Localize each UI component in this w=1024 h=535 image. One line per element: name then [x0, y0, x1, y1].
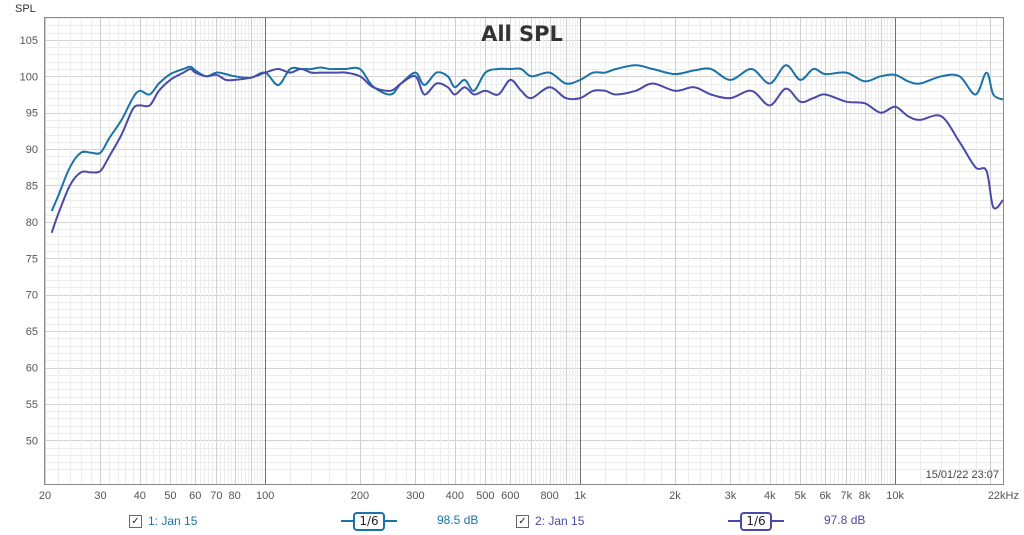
y-tick-label: 60: [26, 363, 38, 375]
series-1-level: 98.5 dB: [437, 513, 479, 527]
x-tick-label: 300: [406, 490, 424, 502]
x-tick-label: 3k: [725, 490, 737, 502]
legend-item-2[interactable]: ✓ 2: Jan 15: [516, 512, 584, 530]
series-2-smoothing-value[interactable]: 1/6: [740, 512, 772, 531]
spl-chart: 50 55 60 65 70 75 80 85 90 95 100 105 20 30 40 50 60 70 80…: [15, 3, 1019, 502]
x-tick-label: 7k: [841, 490, 853, 502]
x-tick-label: 70: [210, 490, 222, 502]
x-tick-label: 60: [189, 490, 201, 502]
x-tick-label: 80: [229, 490, 241, 502]
grid: [45, 18, 1004, 485]
chart-title: All SPL: [481, 22, 563, 46]
y-tick-label: 55: [26, 399, 38, 411]
x-tick-label: 200: [351, 490, 369, 502]
y-tick-label: 85: [26, 180, 38, 192]
x-tick-label: 2k: [669, 490, 681, 502]
y-axis-title: SPL: [15, 3, 36, 15]
x-tick-label: 5k: [795, 490, 807, 502]
series-2-level: 97.8 dB: [824, 513, 866, 527]
x-tick-label: 40: [134, 490, 146, 502]
series-2-line: [50, 68, 1004, 234]
x-tick-label: 800: [540, 490, 558, 502]
legend-item-1[interactable]: ✓ 1: Jan 15: [129, 512, 197, 530]
x-tick-label: 4k: [764, 490, 776, 502]
x-tick-label: 30: [94, 490, 106, 502]
series-2-checkbox[interactable]: ✓: [516, 514, 529, 528]
series-layer: [50, 64, 1004, 234]
x-tick-label: 22kHz: [988, 490, 1019, 502]
tick-labels: 50 55 60 65 70 75 80 85 90 95 100 105 20 30 40 50 60 70 80…: [20, 35, 1019, 502]
y-tick-label: 100: [20, 71, 38, 83]
y-tick-label: 105: [20, 35, 38, 47]
x-tick-label: 600: [501, 490, 519, 502]
x-tick-label: 500: [476, 490, 494, 502]
y-tick-label: 75: [26, 253, 38, 265]
x-tick-label: 6k: [819, 490, 831, 502]
x-tick-label: 1k: [574, 490, 586, 502]
y-tick-label: 50: [26, 435, 38, 447]
x-tick-label: 20: [39, 490, 51, 502]
timestamp: 15/01/22 23:07: [926, 469, 999, 481]
x-tick-label: 100: [256, 490, 274, 502]
x-tick-label: 10k: [886, 490, 904, 502]
y-tick-label: 70: [26, 290, 38, 302]
y-tick-label: 90: [26, 144, 38, 156]
series-1-line: [50, 64, 1004, 212]
series-1-smoothing-control[interactable]: 1/6: [341, 511, 397, 531]
series-2-label[interactable]: 2: Jan 15: [535, 514, 585, 528]
x-tick-label: 8k: [859, 490, 871, 502]
plot-frame: [44, 17, 1004, 485]
series-2-smoothing-control[interactable]: 1/6: [728, 511, 784, 531]
y-tick-label: 65: [26, 326, 38, 338]
x-tick-label: 400: [446, 490, 464, 502]
x-tick-label: 50: [164, 490, 176, 502]
series-1-smoothing-value[interactable]: 1/6: [353, 512, 385, 531]
y-tick-label: 95: [26, 108, 38, 120]
series-1-checkbox[interactable]: ✓: [129, 514, 142, 528]
y-tick-label: 80: [26, 217, 38, 229]
series-1-label[interactable]: 1: Jan 15: [148, 514, 198, 528]
